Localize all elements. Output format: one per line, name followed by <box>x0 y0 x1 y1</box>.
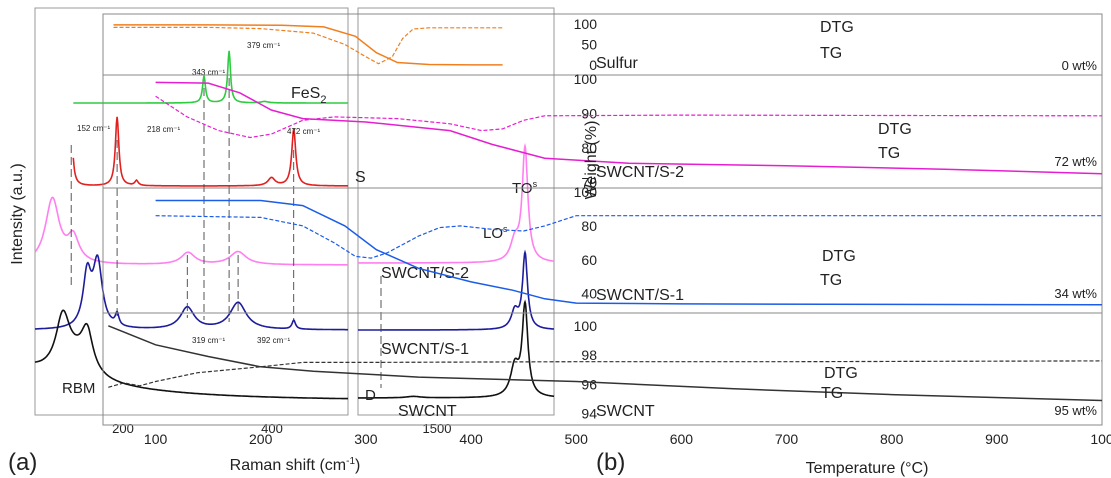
tga-tg-label-2: TG <box>820 272 842 289</box>
panel-label-a: (a) <box>8 449 37 476</box>
series-label-s: S <box>355 169 366 186</box>
tga-residue-1: 72 wt% <box>1054 154 1097 169</box>
tga-dtg-curve-3 <box>108 360 1103 388</box>
tga-xtick-4: 500 <box>565 431 589 447</box>
tga-xtick-9: 100 <box>1090 431 1111 447</box>
tga-xtick-8: 900 <box>985 431 1009 447</box>
tga-ytick-2-60: 60 <box>581 252 597 268</box>
band-label-rbm: RBM <box>62 380 95 397</box>
tga-ytick-1-100: 100 <box>574 71 598 87</box>
tga-ytick-2-80: 80 <box>581 218 597 234</box>
raman-xlabel: Raman shift (cm-1) <box>230 456 361 474</box>
tga-ytick-2-40: 40 <box>581 286 597 302</box>
band-label-lo: LOs <box>483 224 508 242</box>
peak-label-218: 218 cm⁻¹ <box>147 125 180 134</box>
raman-ylabel: Intensity (a.u.) <box>9 163 26 264</box>
s-spectrum <box>72 116 349 187</box>
tga-ytick-3-100: 100 <box>574 318 598 334</box>
swcnt-s-2-spectrum-high <box>358 142 554 264</box>
tga-tg-curve-3 <box>108 325 1103 402</box>
tga-xtick-0: 100 <box>144 431 168 447</box>
tga-plot-border <box>102 13 1103 426</box>
panel-label-b: (b) <box>596 449 625 476</box>
tga-xlabel: Temperature (°C) <box>806 460 929 477</box>
peak-label-379: 379 cm⁻¹ <box>247 41 280 50</box>
tga-sample-name-1: SWCNT/S-2 <box>596 164 684 181</box>
fes2-spectrum <box>73 50 348 104</box>
tga-residue-3: 95 wt% <box>1054 403 1097 418</box>
series-label-swcnt-s-2: SWCNT/S-2 <box>381 265 469 282</box>
tga-ytick-2-100: 100 <box>574 184 598 200</box>
peak-label-472: 472 cm⁻¹ <box>287 127 320 136</box>
tga-ylabel: Weight (%) <box>583 121 600 200</box>
swcnt-s-1-spectrum-low <box>35 254 348 331</box>
raman-xtick-1500: 1500 <box>423 421 452 436</box>
tga-tg-label-0: TG <box>820 45 842 62</box>
peak-label-392: 392 cm⁻¹ <box>257 336 290 345</box>
series-label-fes2: FeS2 <box>291 85 326 106</box>
raman-curves <box>34 50 555 400</box>
swcnt-spectrum-high <box>358 299 555 399</box>
raman-panel: 200 400 1500 Raman shift (cm-1) Intensit… <box>8 7 555 476</box>
raman-frame-right <box>357 7 555 416</box>
raman-xtick-200: 200 <box>112 421 134 436</box>
tga-tg-curve-2 <box>155 199 1103 306</box>
band-label-d: D <box>365 387 376 404</box>
tga-residue-0: 0 wt% <box>1062 58 1098 73</box>
tga-sample-name-0: Sulfur <box>596 55 638 72</box>
tga-ytick-0-50: 50 <box>581 37 597 53</box>
tga-tg-label-1: TG <box>878 145 900 162</box>
tga-dtg-curve-2 <box>155 215 1102 259</box>
tga-ytick-3-96: 96 <box>581 376 597 392</box>
tga-frame <box>103 14 1102 454</box>
tga-dtg-label-2: DTG <box>822 248 856 265</box>
peak-label-152: 152 cm⁻¹ <box>77 124 110 133</box>
tga-tg-curve-1 <box>155 81 1103 175</box>
tga-sample-name-2: SWCNT/S-1 <box>596 287 684 304</box>
raman-frame-left <box>34 7 349 416</box>
tga-dtg-label-3: DTG <box>824 365 858 382</box>
tga-ytick-3-94: 94 <box>581 406 597 422</box>
tga-sample-name-3: SWCNT <box>596 403 655 420</box>
tga-ytick-0-100: 100 <box>574 16 598 32</box>
tga-ytick-1-90: 90 <box>581 105 597 121</box>
swcnt-s-2-spectrum-low <box>34 196 348 266</box>
tga-dtg-label-1: DTG <box>878 121 912 138</box>
peak-label-319: 319 cm⁻¹ <box>192 336 225 345</box>
tga-ytick-3-98: 98 <box>581 347 597 363</box>
tga-dtg-curve-0 <box>113 26 503 65</box>
tga-tg-curve-0 <box>113 24 503 66</box>
tga-xtick-1: 200 <box>249 431 273 447</box>
tga-xtick-7: 800 <box>880 431 904 447</box>
tga-tg-label-3: TG <box>821 385 843 402</box>
tga-ytick-1-80: 80 <box>581 140 597 156</box>
tga-residue-2: 34 wt% <box>1054 286 1097 301</box>
tga-dtg-label-0: DTG <box>820 19 854 36</box>
peak-label-343: 343 cm⁻¹ <box>192 68 225 77</box>
tga-xtick-3: 400 <box>459 431 483 447</box>
tga-xtick-2: 300 <box>354 431 378 447</box>
tga-xtick-5: 600 <box>670 431 694 447</box>
tga-ytick-0-0: 0 <box>589 57 597 73</box>
swcnt-s-1-spectrum-high <box>358 249 554 331</box>
swcnt-spectrum-low <box>34 309 348 400</box>
tga-xtick-6: 700 <box>775 431 799 447</box>
series-label-swcnt-s-1: SWCNT/S-1 <box>381 341 469 358</box>
series-label-swcnt: SWCNT <box>398 403 457 420</box>
tga-ytick-1-70: 70 <box>581 174 597 190</box>
